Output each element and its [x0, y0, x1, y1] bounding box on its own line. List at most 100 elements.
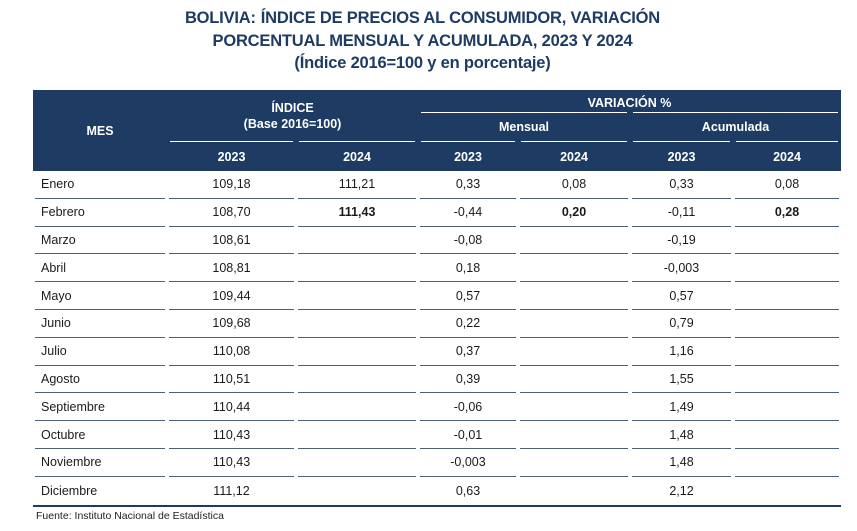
header-indice-group: ÍNDICE (Base 2016=100): [167, 90, 418, 141]
cell-mensual-2024: 0,20: [520, 199, 628, 227]
cell-acumulada-2024: 0,28: [735, 199, 839, 227]
cell-acumulada-2024: 0,08: [735, 171, 839, 199]
table-row: Septiembre 110,44 -0,06 1,49: [33, 393, 841, 422]
cell-indice-2024: [298, 310, 416, 338]
cell-acumulada-2023: 0,79: [632, 310, 731, 338]
cell-month: Mayo: [35, 282, 165, 310]
header-year-acumulada-2024: 2024: [736, 141, 838, 171]
cell-month: Febrero: [35, 199, 165, 227]
cell-month: Enero: [35, 171, 165, 199]
table-row: Julio 110,08 0,37 1,16: [33, 338, 841, 366]
cell-indice-2024: [298, 421, 416, 449]
cell-acumulada-2024: [735, 282, 839, 310]
source-note: Fuente: Instituto Nacional de Estadístic…: [36, 510, 224, 522]
table-row: Enero 109,18 111,21 0,33 0,08 0,33 0,08: [33, 171, 841, 199]
cell-indice-2024: [298, 449, 416, 477]
cell-month: Agosto: [35, 366, 165, 394]
table-row: Mayo 109,44 0,57 0,57: [33, 282, 841, 310]
cell-indice-2023: 110,51: [169, 366, 294, 394]
cell-mensual-2023: -0,08: [420, 227, 516, 255]
cell-indice-2024: [298, 227, 416, 255]
cell-indice-2024: [298, 338, 416, 366]
header-year-indice-2024: 2024: [299, 141, 415, 171]
cell-acumulada-2024: [735, 254, 839, 283]
page-title: BOLIVIA: ÍNDICE DE PRECIOS AL CONSUMIDOR,…: [0, 7, 845, 75]
cell-indice-2023: 111,12: [213, 483, 250, 498]
cell-acumulada-2023: -0,19: [632, 227, 731, 255]
cell-acumulada-2024: [735, 393, 839, 422]
cell-indice-2023: 109,18: [169, 171, 294, 199]
cell-indice-2024: 111,43: [298, 199, 416, 227]
cell-mensual-2023: -0,06: [420, 393, 516, 422]
cell-month: Marzo: [35, 227, 165, 255]
cell-mensual-2024: [520, 227, 628, 255]
cell-acumulada-2023: 2,12: [669, 483, 694, 498]
cell-acumulada-2023: -0,003: [632, 254, 731, 283]
cell-acumulada-2024: [735, 477, 839, 505]
cell-indice-2023: 109,68: [169, 310, 294, 338]
table-row: Febrero 108,70 111,43 -0,44 0,20 -0,11 0…: [33, 199, 841, 227]
header-year-mensual-2024: 2024: [521, 141, 627, 171]
table-body: Enero 109,18 111,21 0,33 0,08 0,33 0,08 …: [33, 171, 841, 507]
cell-acumulada-2023: 1,48: [632, 421, 731, 449]
cell-mensual-2024: [520, 477, 628, 505]
cell-month: Octubre: [35, 421, 165, 449]
cell-acumulada-2024: [735, 421, 839, 449]
cell-mensual-2023: 0,22: [420, 310, 516, 338]
cell-indice-2023: 108,70: [169, 199, 294, 227]
header-year-acumulada-2023: 2023: [633, 141, 730, 171]
cell-acumulada-2024: [735, 227, 839, 255]
table-row: Octubre 110,43 -0,01 1,48: [33, 421, 841, 449]
table-row: Junio 109,68 0,22 0,79: [33, 310, 841, 338]
table-row: Diciembre 111,12 0,63 2,12: [33, 477, 841, 505]
table-row: Abril 108,81 0,18 -0,003: [33, 254, 841, 283]
cell-acumulada-2024: [735, 449, 839, 477]
cell-indice-2024: 111,21: [298, 171, 416, 199]
cell-indice-2023: 110,08: [169, 338, 294, 366]
cell-indice-2023: 109,44: [169, 282, 294, 310]
cell-mensual-2023: 0,18: [420, 254, 516, 283]
cell-acumulada-2023: 1,48: [632, 449, 731, 477]
title-line-3: (Índice 2016=100 y en porcentaje): [294, 54, 551, 72]
cell-mensual-2023: -0,003: [420, 449, 516, 477]
title-line-1: BOLIVIA: ÍNDICE DE PRECIOS AL CONSUMIDOR,…: [0, 7, 845, 30]
cell-acumulada-2023: -0,11: [632, 199, 731, 227]
cell-month: Septiembre: [35, 393, 165, 422]
cell-indice-2024: [298, 477, 416, 505]
header-year-indice-2023: 2023: [170, 141, 293, 171]
cell-month: Noviembre: [35, 449, 165, 477]
cell-indice-2024: [298, 366, 416, 394]
cell-mensual-2024: [520, 338, 628, 366]
cell-mensual-2024: [520, 449, 628, 477]
cell-mensual-2024: [520, 393, 628, 422]
title-line-2: PORCENTUAL MENSUAL Y ACUMULADA, 2023 Y 2…: [212, 31, 633, 50]
cell-indice-2024: [298, 282, 416, 310]
cell-mensual-2023: 0,57: [420, 282, 516, 310]
cell-acumulada-2024: [735, 366, 839, 394]
cell-acumulada-2023: 1,16: [632, 338, 731, 366]
cell-indice-2023: 110,43: [169, 421, 294, 449]
cell-acumulada-2024: [735, 310, 839, 338]
header-mensual-group: Mensual: [421, 112, 627, 141]
cell-month: Julio: [35, 338, 165, 366]
header-indice-line2: (Base 2016=100): [243, 116, 342, 131]
table-row: Marzo 108,61 -0,08 -0,19: [33, 227, 841, 255]
cell-indice-2023: 108,61: [169, 227, 294, 255]
cell-indice-2023: 110,43: [169, 449, 294, 477]
header-mes: MES: [86, 123, 114, 138]
header-variacion-group: VARIACIÓN %: [587, 95, 672, 110]
cell-mensual-2023: 0,33: [420, 171, 516, 199]
cell-mensual-2023: 0,39: [420, 366, 516, 394]
cell-indice-2024: [298, 393, 416, 422]
cell-acumulada-2024: [735, 338, 839, 366]
cell-acumulada-2023: 0,33: [632, 171, 731, 199]
cell-mensual-2023: 0,37: [420, 338, 516, 366]
cell-mensual-2024: [520, 366, 628, 394]
cell-indice-2024: [298, 254, 416, 283]
cell-acumulada-2023: 1,49: [632, 393, 731, 422]
header-acumulada-group: Acumulada: [633, 112, 838, 141]
cell-mensual-2024: [520, 310, 628, 338]
title-line1-text: ÍNDICE DE PRECIOS AL CONSUMIDOR, VARIACI…: [260, 9, 661, 27]
cell-acumulada-2023: 0,57: [632, 282, 731, 310]
